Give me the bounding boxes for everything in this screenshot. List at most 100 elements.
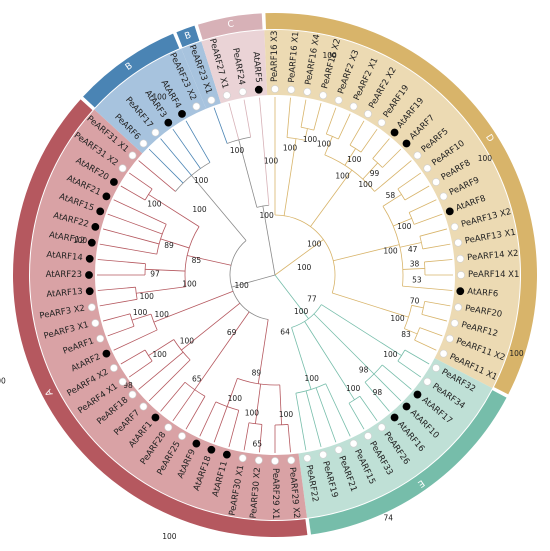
bootstrap-value: 98 (373, 388, 383, 397)
branch-62 (274, 274, 309, 319)
passion-fruit-marker (303, 87, 312, 96)
bootstrap-value: 100 (307, 240, 322, 249)
passion-fruit-marker (432, 178, 440, 186)
clade-sector-c (201, 30, 268, 104)
passion-fruit-marker (178, 432, 186, 440)
passion-fruit-marker (118, 377, 127, 386)
branch-arc-92 (248, 422, 262, 425)
branch-41 (424, 259, 453, 263)
branch-0 (274, 239, 324, 276)
branch-34 (413, 213, 443, 225)
branch-arc-21 (372, 158, 383, 168)
passion-fruit-marker (238, 454, 247, 463)
bootstrap-values: 100 100 100 100 85 89 100 100 89 100 100 100 97 100 10… (0, 51, 524, 541)
leaf-label: AtARF6 (467, 287, 499, 300)
branch-80 (315, 387, 337, 443)
bootstrap-value: 100 (147, 199, 162, 208)
arabidopsis-marker (402, 139, 411, 148)
clade-arc-e (308, 390, 507, 535)
arabidopsis-marker (102, 349, 111, 358)
branch-87 (279, 384, 282, 425)
arabidopsis-marker (85, 254, 94, 263)
passion-fruit-marker (238, 87, 247, 96)
branch-120 (187, 255, 232, 266)
arabidopsis-marker (110, 178, 118, 186)
clade-letter-b: B (124, 61, 135, 73)
branch-15 (338, 113, 351, 140)
passion-fruit-marker (364, 110, 372, 118)
branch-129 (97, 259, 146, 265)
branch-66 (404, 349, 430, 365)
branch-22 (372, 138, 390, 159)
bootstrap-value: 64 (280, 328, 290, 337)
bootstrap-value: 100 (73, 236, 88, 245)
bootstrap-value: 100 (335, 171, 350, 180)
arabidopsis-marker (445, 207, 454, 216)
branch-arc-28 (397, 188, 406, 201)
passion-fruit-marker (254, 456, 263, 465)
branch-113 (153, 290, 234, 323)
branch-108 (138, 351, 184, 390)
branch-38 (422, 243, 451, 250)
bootstrap-value: 100 (305, 374, 320, 383)
branch-83 (231, 274, 276, 288)
branch-arc-40 (424, 261, 426, 276)
branch-95 (226, 378, 238, 407)
passion-fruit-marker (91, 319, 100, 328)
branch-29 (397, 172, 422, 190)
branch-64 (321, 304, 402, 356)
passion-fruit-marker (303, 454, 312, 463)
passion-fruit-marker (454, 238, 463, 247)
bootstrap-value: 100 (133, 308, 148, 317)
branch-115 (113, 329, 158, 351)
passion-fruit-marker (454, 303, 463, 312)
passion-fruit-marker (110, 364, 118, 372)
bootstrap-value: 100 (390, 314, 405, 323)
branch-39 (402, 268, 425, 270)
branch-arc-88 (274, 424, 289, 426)
branch-94 (243, 422, 250, 451)
branch-arc-1 (274, 214, 336, 294)
bootstrap-value: 100 (162, 532, 177, 541)
bootstrap-value: 65 (252, 440, 262, 449)
branch-98 (213, 406, 228, 443)
arabidopsis-marker (164, 118, 173, 127)
branch-134 (107, 213, 163, 235)
branch-arc-141 (175, 162, 211, 192)
arabidopsis-marker (390, 413, 399, 422)
passion-fruit-marker (364, 432, 372, 440)
arabidopsis-marker (151, 413, 160, 422)
branch-arc-86 (237, 377, 280, 386)
bootstrap-value: 100 (509, 349, 524, 358)
bootstrap-value: 97 (150, 269, 160, 278)
branch-56 (259, 97, 270, 206)
branch-18 (349, 120, 365, 146)
clade-sector-b (94, 48, 207, 154)
branch-20 (362, 162, 378, 180)
passion-fruit-marker (445, 334, 454, 343)
branch-10 (310, 169, 353, 227)
clade-sector-d (264, 29, 520, 389)
bootstrap-value: 100 (283, 143, 298, 152)
passion-fruit-marker (349, 439, 358, 448)
passion-fruit-marker (377, 423, 386, 432)
passion-fruit-marker (96, 334, 105, 343)
branch-100 (194, 311, 250, 390)
branch-109 (148, 339, 175, 356)
branch-68 (313, 313, 375, 375)
branch-53 (414, 339, 437, 351)
branch-arc-110 (144, 349, 153, 362)
arabidopsis-marker (85, 271, 93, 279)
arabidopsis-marker (413, 390, 422, 399)
bootstrap-value: 100 (152, 93, 167, 102)
clade-arc-d (265, 13, 537, 395)
branch-arc-137 (144, 188, 153, 201)
bootstrap-value: 58 (386, 191, 396, 200)
bootstrap-value: 100 (478, 154, 493, 163)
passion-fruit-marker (139, 402, 148, 411)
passion-fruit-marker (87, 303, 96, 312)
branch-82 (295, 393, 307, 451)
branch-133 (102, 228, 160, 245)
passion-fruit-marker (207, 96, 216, 105)
